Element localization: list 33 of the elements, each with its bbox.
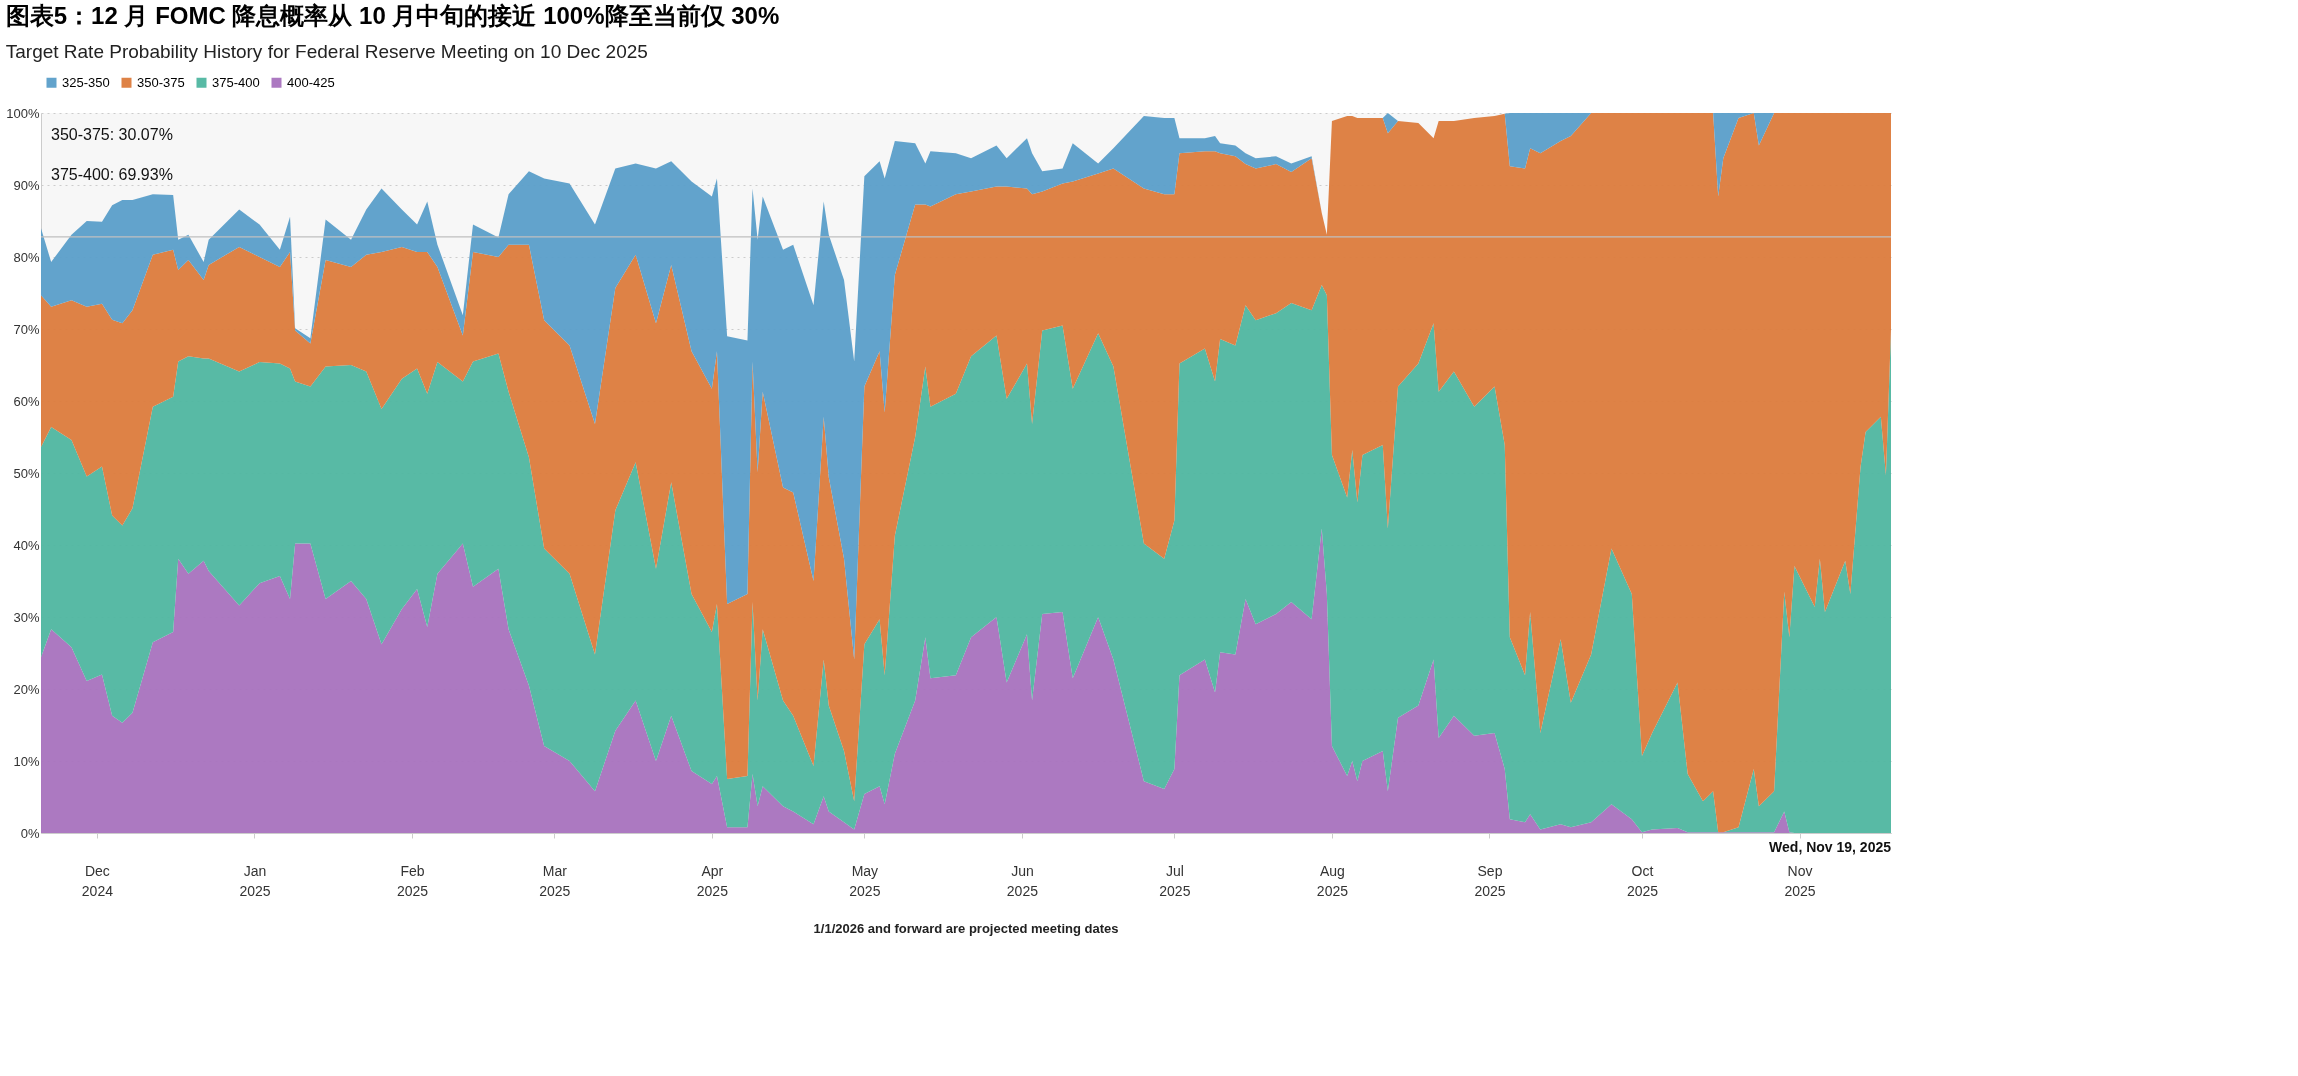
- x-tick-label: Jun 2025: [1006, 862, 1039, 899]
- x-tick-label: Nov 2025: [1784, 862, 1816, 899]
- text: 1/1/2026 and forward are projected meeting dates: [813, 921, 1119, 936]
- legend-label: 400-425: [287, 74, 335, 90]
- x-tick-label: Apr 2025: [696, 862, 729, 899]
- y-tick-label: 80%: [13, 249, 40, 265]
- x-tick-label: May 2025: [849, 862, 881, 899]
- x-tick-label: Aug 2025: [1316, 862, 1349, 899]
- y-tick-label: 50%: [13, 465, 40, 481]
- y-tick-label: 20%: [13, 681, 40, 697]
- y-tick-label: 60%: [13, 393, 40, 409]
- chart-title: 图表5：12 月 FOMC 降息概率从 10 月中旬的接近 100%降至当前仅 30%: [5, 2, 780, 29]
- y-tick-label: 30%: [13, 609, 40, 625]
- y-tick-label: 10%: [13, 753, 40, 769]
- text: Wed, Nov 19, 2025: [1769, 839, 1892, 855]
- legend-label: 350-375: [137, 74, 185, 90]
- x-tick-label: Mar 2025: [539, 862, 571, 899]
- legend-label: 325-350: [62, 74, 110, 90]
- y-tick-label: 100%: [6, 105, 40, 121]
- x-tick-label: Jan 2025: [239, 862, 271, 899]
- y-tick-label: 0%: [20, 825, 40, 841]
- annotation: 375-400: 69.93%: [51, 166, 173, 183]
- annotation: 350-375: 30.07%: [51, 126, 173, 143]
- y-tick-label: 40%: [13, 537, 40, 553]
- y-tick-label: 90%: [13, 177, 40, 193]
- x-tick-label: Dec 2024: [81, 862, 114, 899]
- y-tick-label: 70%: [13, 321, 40, 337]
- chart-subtitle: Target Rate Probability History for Federal Reserve Meeting on 10 Dec 2025: [5, 41, 648, 62]
- x-tick-label: Sep 2025: [1474, 862, 1506, 899]
- x-tick-label: Oct 2025: [1626, 862, 1659, 899]
- legend-label: 375-400: [212, 74, 260, 90]
- x-tick-label: Jul 2025: [1159, 862, 1191, 899]
- x-tick-label: Feb 2025: [396, 862, 429, 899]
